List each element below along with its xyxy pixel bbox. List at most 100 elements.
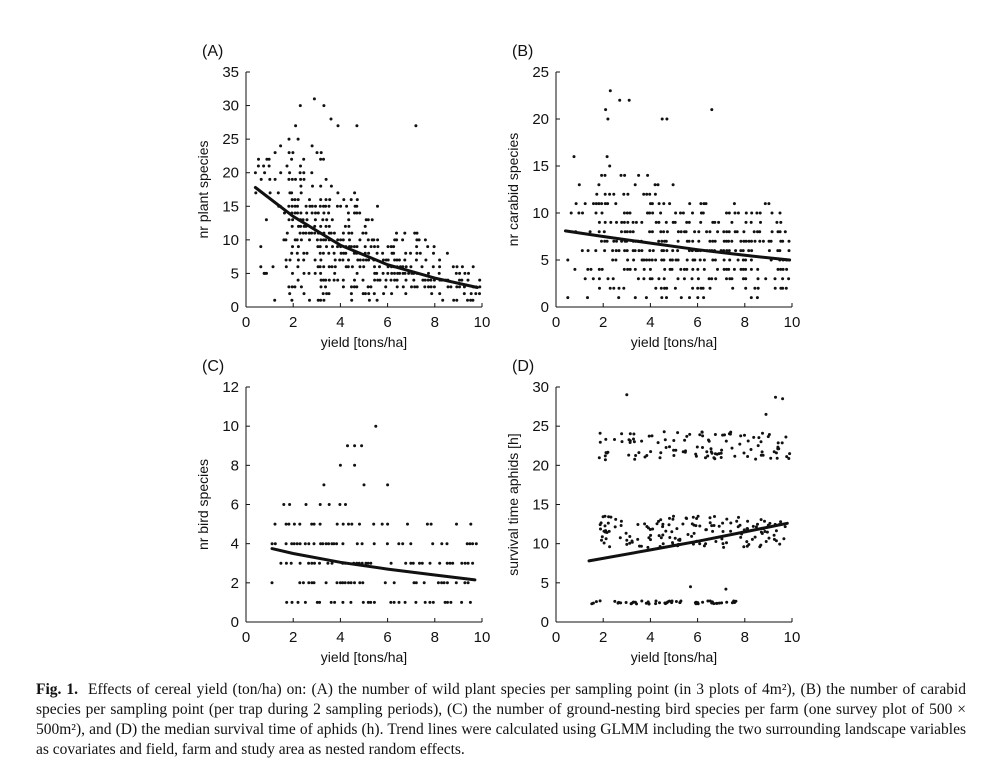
data-point — [642, 258, 646, 262]
data-point — [648, 249, 652, 253]
data-point — [627, 453, 631, 457]
data-point — [781, 267, 785, 271]
data-point — [404, 251, 408, 255]
data-point — [648, 528, 652, 531]
data-point — [746, 439, 750, 443]
data-point — [742, 230, 746, 234]
data-point — [594, 202, 598, 206]
data-point — [603, 454, 607, 458]
data-point — [603, 192, 607, 196]
data-point — [393, 258, 397, 262]
data-point — [664, 220, 668, 224]
data-point — [407, 271, 411, 275]
data-point — [574, 202, 578, 206]
data-point — [415, 231, 419, 235]
data-point — [429, 278, 433, 282]
data-point — [592, 202, 595, 206]
data-point — [270, 542, 274, 546]
data-point — [651, 211, 655, 215]
data-point — [654, 286, 658, 290]
data-point — [720, 537, 724, 541]
data-point — [628, 535, 632, 538]
y-tick-label: 10 — [532, 205, 549, 222]
panel-c: 0 2 4 6 8 10 0 2 4 6 8 10 12 (C) yield [tons/ha] nr bir… — [195, 358, 490, 665]
data-point — [772, 533, 776, 537]
data-point — [436, 581, 440, 585]
data-point — [767, 202, 771, 206]
data-point — [313, 231, 317, 235]
data-point — [341, 542, 345, 546]
data-point — [424, 258, 428, 262]
data-point — [699, 220, 703, 224]
data-point — [312, 522, 316, 526]
data-point — [623, 230, 627, 234]
data-point — [624, 601, 628, 604]
data-point — [741, 277, 745, 281]
data-point — [599, 521, 603, 525]
data-point — [296, 265, 300, 269]
data-point — [319, 542, 323, 546]
data-point — [633, 183, 637, 187]
data-point — [656, 183, 660, 187]
x-tick-label: 0 — [242, 629, 250, 646]
data-point — [728, 277, 732, 281]
data-point — [626, 267, 630, 271]
data-point — [766, 435, 770, 439]
data-point — [633, 267, 637, 271]
data-point — [335, 204, 339, 208]
data-point — [632, 258, 636, 262]
data-point — [646, 173, 650, 177]
data-point — [623, 249, 627, 253]
data-point — [296, 245, 300, 249]
data-point — [312, 581, 316, 585]
data-point — [685, 517, 689, 520]
data-point — [432, 285, 436, 289]
data-point — [688, 202, 692, 206]
x-tick-label: 6 — [383, 629, 391, 646]
data-point — [403, 271, 407, 275]
data-point — [319, 224, 323, 228]
data-point — [632, 432, 636, 436]
data-point — [620, 220, 624, 224]
data-point — [327, 278, 331, 282]
x-tick-label: 0 — [552, 629, 560, 646]
data-point — [661, 542, 665, 546]
data-point — [622, 211, 626, 215]
data-point — [694, 454, 698, 458]
data-point — [730, 446, 734, 450]
data-point — [733, 454, 737, 458]
data-point — [694, 524, 698, 528]
data-point — [723, 433, 726, 437]
data-point — [302, 271, 306, 275]
data-point — [708, 286, 712, 290]
data-point — [414, 124, 418, 128]
data-point — [329, 117, 333, 121]
data-point — [580, 249, 584, 253]
data-point — [361, 581, 365, 585]
data-point — [324, 198, 328, 202]
data-point — [304, 503, 308, 506]
data-point — [657, 239, 661, 243]
data-point — [304, 231, 308, 235]
data-point — [315, 238, 319, 242]
data-point — [595, 192, 599, 196]
data-point — [366, 218, 370, 222]
data-point — [722, 258, 726, 262]
data-point — [327, 503, 331, 506]
data-point — [338, 503, 342, 506]
data-point — [657, 277, 661, 281]
data-point — [597, 183, 601, 187]
data-point — [781, 277, 785, 281]
data-point — [656, 441, 660, 445]
x-tick-label: 4 — [646, 629, 654, 646]
data-point — [725, 230, 729, 234]
data-point — [657, 519, 660, 523]
data-point — [389, 600, 393, 604]
data-point — [687, 239, 691, 243]
data-point — [314, 204, 317, 208]
data-point — [713, 258, 717, 262]
data-point — [455, 298, 459, 302]
data-point — [746, 455, 750, 458]
data-point — [665, 286, 669, 290]
data-point — [292, 522, 296, 526]
